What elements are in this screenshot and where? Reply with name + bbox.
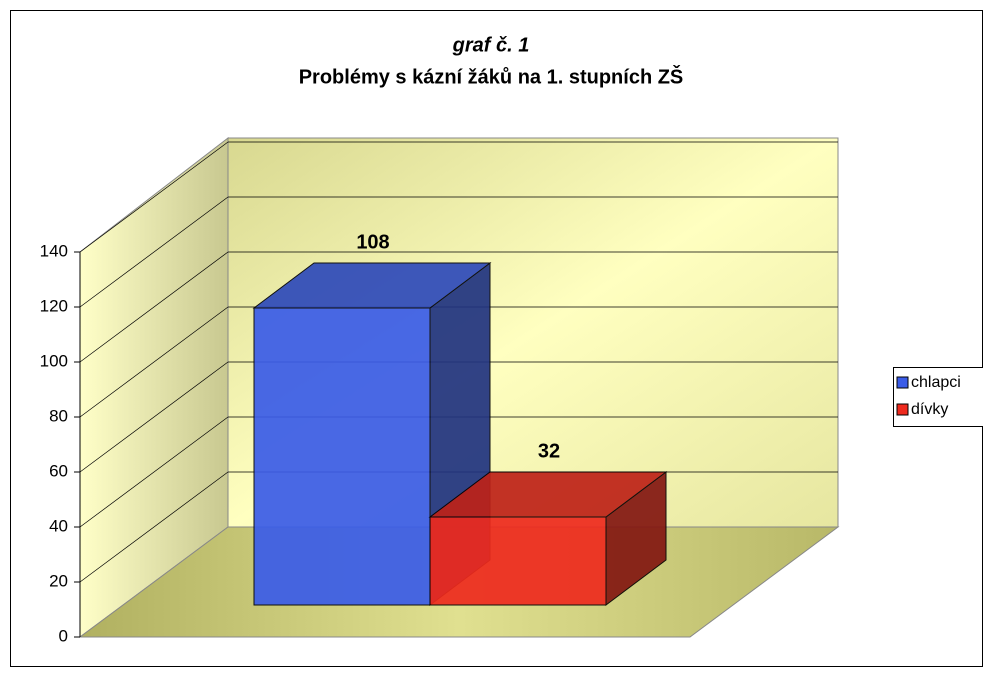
legend-swatch xyxy=(897,377,908,388)
chart-subtitle: Problémy s kázní žáků na 1. stupních ZŠ xyxy=(299,64,684,88)
bar-front xyxy=(430,517,606,605)
chart-title: graf č. 1 xyxy=(452,34,530,56)
y-tick-label: 20 xyxy=(49,571,68,590)
y-tick-label: 0 xyxy=(59,626,68,645)
legend-swatch xyxy=(897,404,908,415)
legend-label: chlapci xyxy=(911,374,961,391)
legend-label: dívky xyxy=(911,401,948,418)
value-label: 108 xyxy=(356,231,389,253)
y-tick-label: 60 xyxy=(49,461,68,480)
value-label: 32 xyxy=(538,440,560,462)
y-tick-label: 140 xyxy=(40,241,68,260)
y-tick-label: 40 xyxy=(49,516,68,535)
bar-front xyxy=(254,308,430,605)
y-tick-label: 80 xyxy=(49,406,68,425)
y-tick-label: 120 xyxy=(40,296,68,315)
bar xyxy=(430,472,666,605)
y-tick-label: 100 xyxy=(40,351,68,370)
